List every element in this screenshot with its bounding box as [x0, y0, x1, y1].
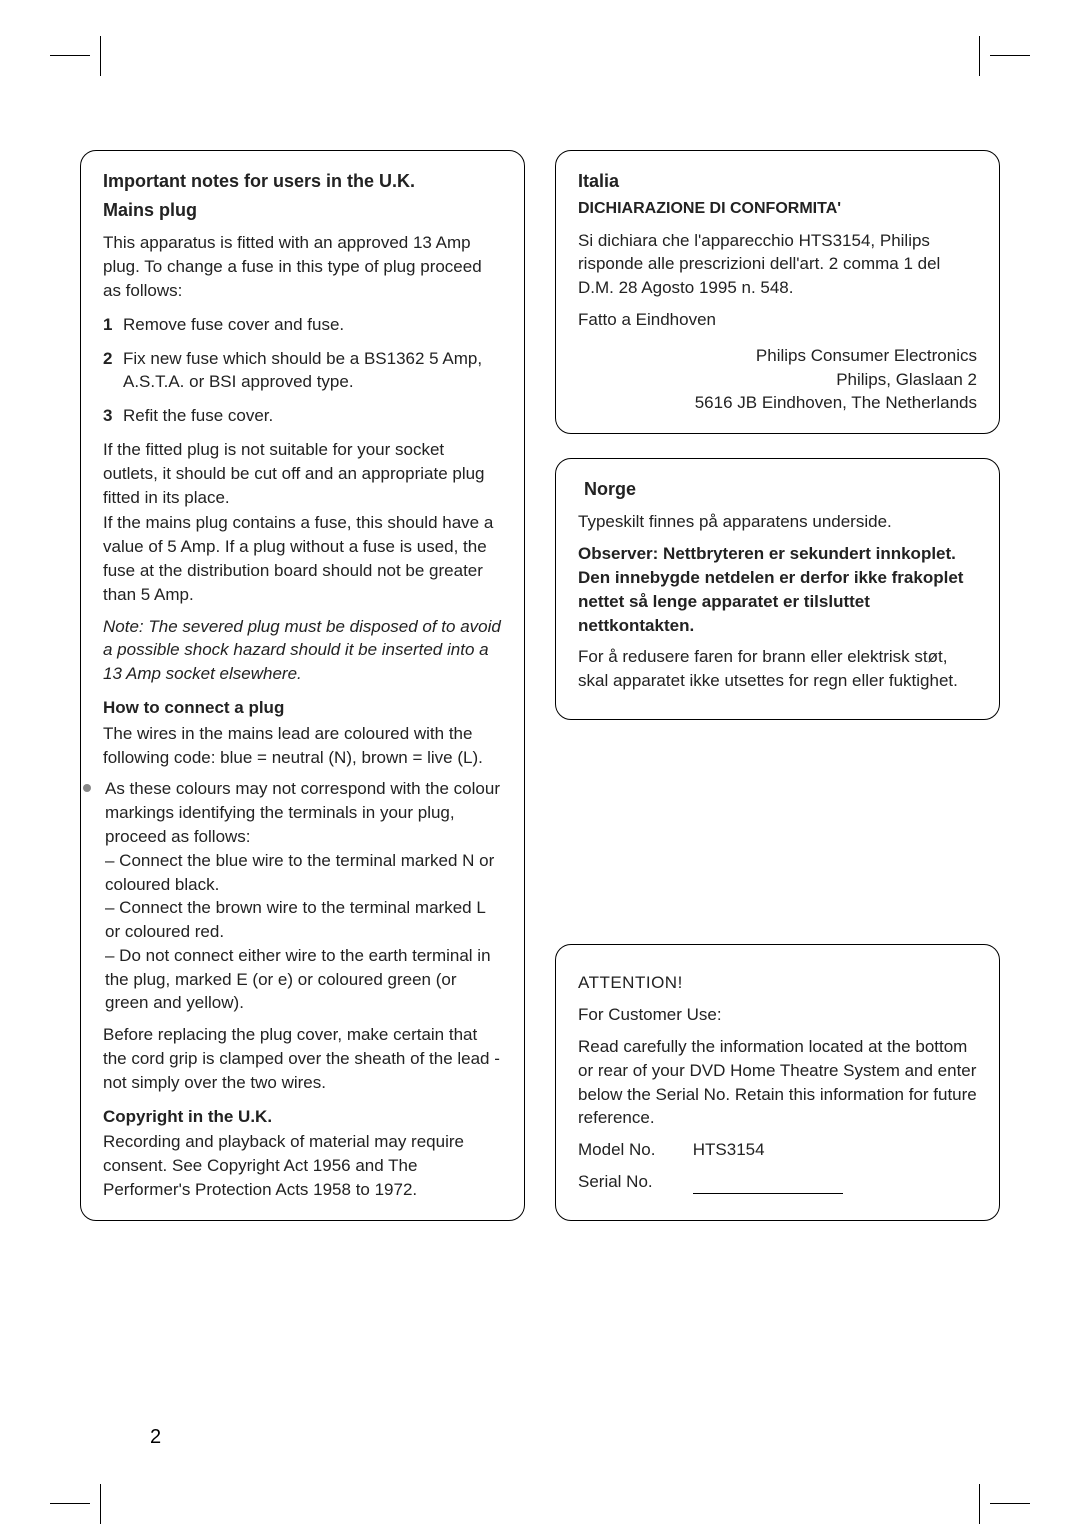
dash3: – Do not connect either wire to the eart…: [105, 944, 502, 1015]
model-row: Model No. HTS3154: [578, 1138, 977, 1162]
step-2: 2Fix new fuse which should be a BS1362 5…: [103, 347, 502, 395]
norge-para2: For å redusere faren for brann eller ele…: [578, 645, 977, 693]
bullet-text: As these colours may not correspond with…: [105, 777, 502, 848]
uk-para3: If the mains plug contains a fuse, this …: [103, 511, 502, 606]
connect-intro: The wires in the mains lead are coloured…: [103, 722, 502, 770]
step2-num: 2: [103, 347, 123, 371]
copyright-text: Recording and playback of material may r…: [103, 1130, 502, 1201]
dash2: – Connect the brown wire to the terminal…: [105, 896, 502, 944]
connect-heading: How to connect a plug: [103, 696, 502, 720]
copyright-heading: Copyright in the U.K.: [103, 1105, 502, 1129]
model-value: HTS3154: [693, 1140, 765, 1159]
sig3: 5616 JB Eindhoven, The Netherlands: [578, 391, 977, 415]
italia-box: Italia DICHIARAZIONE DI CONFORMITA' Si d…: [555, 150, 1000, 434]
uk-notes-box: Important notes for users in the U.K. Ma…: [80, 150, 525, 1221]
italia-para2: Fatto a Eindhoven: [578, 308, 977, 332]
uk-para2: If the fitted plug is not suitable for y…: [103, 438, 502, 509]
norge-bold: Observer: Nettbryteren er sekundert innk…: [578, 542, 977, 637]
step1-text: Remove fuse cover and fuse.: [123, 315, 344, 334]
norge-para1: Typeskilt finnes på apparatens underside…: [578, 510, 977, 534]
uk-title: Important notes for users in the U.K.: [103, 169, 502, 194]
step3-num: 3: [103, 404, 123, 428]
bullet-item: As these colours may not correspond with…: [73, 777, 502, 1015]
italia-signature: Philips Consumer Electronics Philips, Gl…: [578, 344, 977, 415]
italia-para1: Si dichiara che l'apparecchio HTS3154, P…: [578, 229, 977, 300]
serial-row: Serial No.: [578, 1170, 977, 1194]
norge-box: Norge Typeskilt finnes på apparatens und…: [555, 458, 1000, 720]
step3-text: Refit the fuse cover.: [123, 406, 273, 425]
bullet-icon: [83, 784, 91, 792]
step1-num: 1: [103, 313, 123, 337]
dash1: – Connect the blue wire to the terminal …: [105, 849, 502, 897]
attention-box: ATTENTION! For Customer Use: Read carefu…: [555, 944, 1000, 1220]
serial-label: Serial No.: [578, 1170, 688, 1194]
uk-intro: This apparatus is fitted with an approve…: [103, 231, 502, 302]
attention-line1: For Customer Use:: [578, 1003, 977, 1027]
left-column: Important notes for users in the U.K. Ma…: [80, 150, 525, 1221]
attention-para: Read carefully the information located a…: [578, 1035, 977, 1130]
model-label: Model No.: [578, 1138, 688, 1162]
italia-subtitle: DICHIARAZIONE DI CONFORMITA': [578, 198, 977, 220]
step-1: 1Remove fuse cover and fuse.: [103, 313, 502, 337]
bullet-body: As these colours may not correspond with…: [105, 777, 502, 1015]
sig1: Philips Consumer Electronics: [578, 344, 977, 368]
uk-note: Note: The severed plug must be disposed …: [103, 615, 502, 686]
norge-title: Norge: [584, 477, 977, 502]
italia-title: Italia: [578, 169, 977, 194]
step-3: 3Refit the fuse cover.: [103, 404, 502, 428]
mains-plug-heading: Mains plug: [103, 198, 502, 223]
serial-blank: [693, 1180, 843, 1194]
attention-title: ATTENTION!: [578, 971, 977, 995]
sig2: Philips, Glaslaan 2: [578, 368, 977, 392]
right-column: Italia DICHIARAZIONE DI CONFORMITA' Si d…: [555, 150, 1000, 1221]
uk-before: Before replacing the plug cover, make ce…: [103, 1023, 502, 1094]
page-columns: Important notes for users in the U.K. Ma…: [80, 150, 1000, 1221]
page-number: 2: [150, 1426, 161, 1449]
step2-text: Fix new fuse which should be a BS1362 5 …: [123, 349, 482, 392]
